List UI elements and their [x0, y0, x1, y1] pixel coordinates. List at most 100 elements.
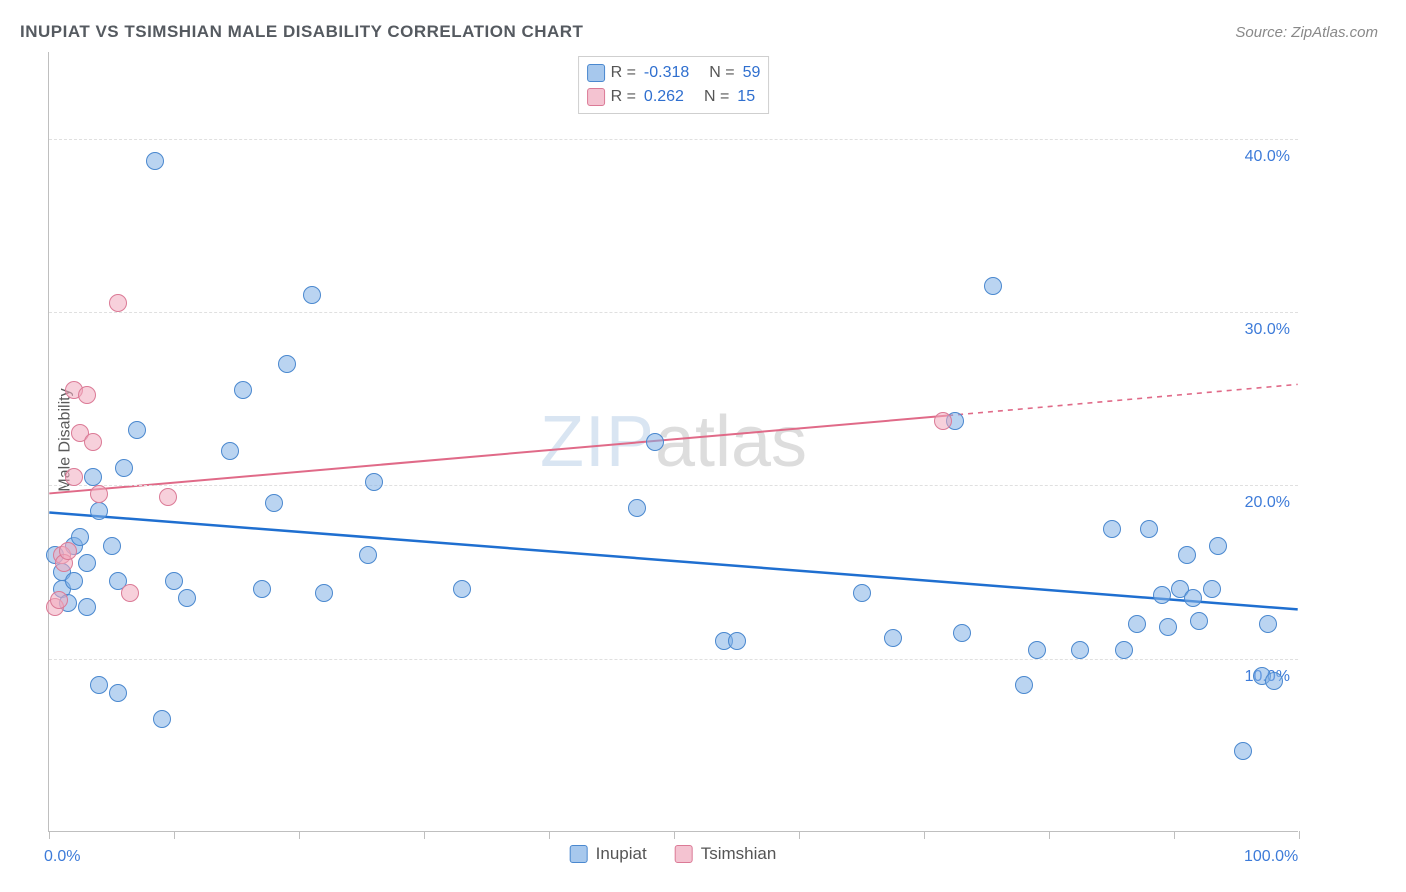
data-point-blue: [303, 286, 321, 304]
legend-r-label: R =: [611, 64, 636, 82]
data-point-pink: [121, 584, 139, 602]
data-point-pink: [109, 294, 127, 312]
data-point-blue: [71, 528, 89, 546]
x-tick: [174, 831, 175, 839]
data-point-blue: [1259, 615, 1277, 633]
source-attribution: Source: ZipAtlas.com: [1235, 24, 1378, 41]
data-point-blue: [1103, 520, 1121, 538]
legend-swatch-blue: [570, 845, 588, 863]
data-point-blue: [115, 459, 133, 477]
data-point-blue: [1128, 615, 1146, 633]
trendline-pink: [49, 416, 948, 494]
data-point-blue: [984, 277, 1002, 295]
legend-swatch-pink: [587, 88, 605, 106]
data-point-blue: [253, 580, 271, 598]
data-point-pink: [65, 468, 83, 486]
legend-item-blue: Inupiat: [570, 844, 647, 864]
data-point-pink: [50, 591, 68, 609]
series-legend: Inupiat Tsimshian: [570, 844, 777, 864]
data-point-blue: [109, 684, 127, 702]
data-point-blue: [265, 494, 283, 512]
x-tick: [49, 831, 50, 839]
legend-row-pink: R = 0.262 N = 15: [587, 85, 761, 109]
data-point-pink: [934, 412, 952, 430]
x-tick: [1299, 831, 1300, 839]
source-value: ZipAtlas.com: [1291, 24, 1378, 41]
correlation-legend: R = -0.318 N = 59 R = 0.262 N = 15: [578, 56, 770, 114]
data-point-blue: [1209, 537, 1227, 555]
legend-item-pink: Tsimshian: [675, 844, 777, 864]
data-point-blue: [165, 572, 183, 590]
x-tick-label-max: 100.0%: [1244, 848, 1348, 866]
legend-r-value: 0.262: [644, 88, 684, 106]
grid-line: [49, 485, 1298, 486]
x-tick: [424, 831, 425, 839]
x-tick: [799, 831, 800, 839]
data-point-blue: [884, 629, 902, 647]
data-point-blue: [1140, 520, 1158, 538]
data-point-blue: [1234, 742, 1252, 760]
y-tick-label: 30.0%: [1245, 321, 1290, 339]
legend-n-value: 15: [737, 88, 755, 106]
y-tick-label: 20.0%: [1245, 494, 1290, 512]
data-point-blue: [128, 421, 146, 439]
data-point-blue: [278, 355, 296, 373]
data-point-blue: [1265, 672, 1283, 690]
data-point-blue: [84, 468, 102, 486]
data-point-blue: [1071, 641, 1089, 659]
scatter-plot-area: ZIPatlas R =-0.318N =59R =0.262N =15 10.…: [48, 52, 1298, 832]
data-point-blue: [1178, 546, 1196, 564]
x-tick: [1174, 831, 1175, 839]
data-point-pink: [59, 542, 77, 560]
data-point-blue: [365, 473, 383, 491]
data-point-blue: [628, 499, 646, 517]
trendline-ext-pink: [948, 384, 1298, 415]
data-point-blue: [1184, 589, 1202, 607]
data-point-blue: [78, 554, 96, 572]
data-point-blue: [1190, 612, 1208, 630]
data-point-pink: [159, 488, 177, 506]
legend-n-value: 59: [743, 64, 761, 82]
data-point-blue: [728, 632, 746, 650]
source-label: Source:: [1235, 24, 1291, 41]
x-tick: [549, 831, 550, 839]
data-point-blue: [153, 710, 171, 728]
legend-r-label: R =: [611, 88, 636, 106]
data-point-pink: [84, 433, 102, 451]
watermark-zip: ZIP: [540, 402, 655, 482]
legend-row-blue: R =-0.318N =59: [587, 61, 761, 85]
data-point-blue: [1115, 641, 1133, 659]
y-tick-label: 40.0%: [1245, 148, 1290, 166]
grid-line: [49, 659, 1298, 660]
data-point-blue: [315, 584, 333, 602]
legend-swatch-blue: [587, 64, 605, 82]
legend-r-value: -0.318: [644, 64, 689, 82]
x-tick: [674, 831, 675, 839]
data-point-blue: [234, 381, 252, 399]
x-tick: [1049, 831, 1050, 839]
data-point-blue: [178, 589, 196, 607]
data-point-blue: [646, 433, 664, 451]
data-point-blue: [90, 676, 108, 694]
data-point-blue: [90, 502, 108, 520]
legend-label: Tsimshian: [701, 844, 777, 864]
data-point-blue: [453, 580, 471, 598]
data-point-blue: [1028, 641, 1046, 659]
data-point-blue: [1159, 618, 1177, 636]
x-tick: [924, 831, 925, 839]
data-point-blue: [146, 152, 164, 170]
data-point-blue: [221, 442, 239, 460]
data-point-blue: [1153, 586, 1171, 604]
data-point-blue: [78, 598, 96, 616]
legend-n-label: N =: [704, 88, 729, 106]
data-point-blue: [1015, 676, 1033, 694]
data-point-blue: [853, 584, 871, 602]
watermark: ZIPatlas: [540, 401, 807, 483]
x-tick: [299, 831, 300, 839]
data-point-blue: [103, 537, 121, 555]
legend-swatch-pink: [675, 845, 693, 863]
trendlines-layer: [49, 52, 1298, 831]
x-tick-label-min: 0.0%: [44, 848, 80, 866]
data-point-blue: [359, 546, 377, 564]
chart-title: INUPIAT VS TSIMSHIAN MALE DISABILITY COR…: [20, 22, 583, 42]
